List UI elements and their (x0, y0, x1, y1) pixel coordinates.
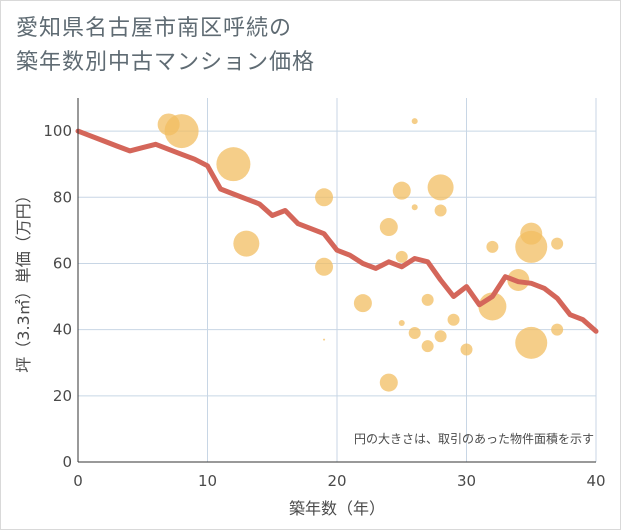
trend-line (75, 128, 599, 334)
x-tick-label: 40 (586, 472, 605, 490)
bubble-point (551, 323, 564, 336)
bubble-point (315, 188, 334, 207)
bubble-size-note: 円の大きさは、取引のあった物件面積を示す (354, 431, 594, 446)
x-tick-label: 20 (327, 472, 346, 490)
bubble-point (421, 340, 434, 353)
trend-line-group (75, 128, 599, 334)
tick-labels: 0 10 20 30 40 0 20 40 60 80 100 (43, 122, 605, 490)
bubble-point (398, 320, 405, 327)
y-tick-label: 20 (53, 387, 72, 405)
y-tick-label: 100 (43, 122, 72, 140)
x-axis-label: 築年数（年） (289, 499, 385, 518)
bubble-point (486, 240, 499, 253)
bubble-point (460, 343, 473, 356)
bubble-point (434, 204, 447, 217)
bubble-point (395, 250, 408, 263)
x-tick-label: 10 (198, 472, 217, 490)
y-tick-label: 80 (53, 188, 72, 206)
bubble-point (392, 181, 411, 200)
bubble-point (447, 313, 460, 326)
bubble-point (315, 257, 334, 276)
axes (77, 98, 596, 463)
x-tick-label: 30 (457, 472, 476, 490)
bubble-point (427, 174, 454, 201)
chart-title-line-2: 築年数別中古マンション価格 (16, 50, 316, 75)
bubble-point (434, 330, 447, 343)
bubble-point (233, 230, 260, 257)
y-axis-label: 坪（3.3㎡）単価（万円） (14, 187, 33, 372)
y-tick-label: 60 (53, 254, 72, 272)
bubble-point (353, 294, 372, 313)
bubble-point (411, 204, 418, 211)
bubble-point (421, 293, 434, 306)
chart-title-line-1: 愛知県名古屋市南区呼続の (16, 16, 293, 41)
bubble-point (515, 230, 548, 263)
bubble-point (379, 218, 398, 237)
chart-title: 愛知県名古屋市南区呼続の 築年数別中古マンション価格 (16, 12, 315, 80)
bubbles (157, 113, 564, 392)
bubble-point (323, 338, 326, 341)
y-tick-label: 40 (53, 321, 72, 339)
bubble-point (164, 114, 199, 149)
bubble-point (216, 147, 251, 182)
bubble-point (551, 237, 564, 250)
bubble-point (411, 118, 418, 125)
bubble-point (408, 326, 421, 339)
bubble-point (379, 373, 398, 392)
x-tick-label: 0 (73, 472, 83, 490)
y-tick-label: 0 (62, 453, 72, 471)
bubble-point (515, 326, 548, 359)
